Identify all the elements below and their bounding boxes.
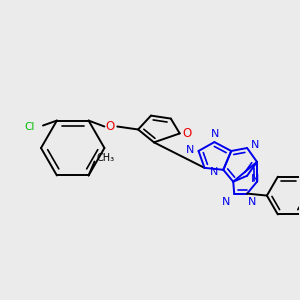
Text: N: N (251, 174, 259, 184)
Text: N: N (185, 145, 194, 155)
Text: O: O (182, 127, 191, 140)
Text: N: N (210, 167, 219, 177)
Text: N: N (211, 129, 220, 139)
Text: N: N (248, 196, 256, 206)
Text: O: O (106, 120, 115, 133)
Text: N: N (222, 196, 230, 206)
Text: N: N (251, 140, 259, 150)
Text: Cl: Cl (24, 122, 34, 131)
Text: CH₃: CH₃ (96, 153, 115, 163)
